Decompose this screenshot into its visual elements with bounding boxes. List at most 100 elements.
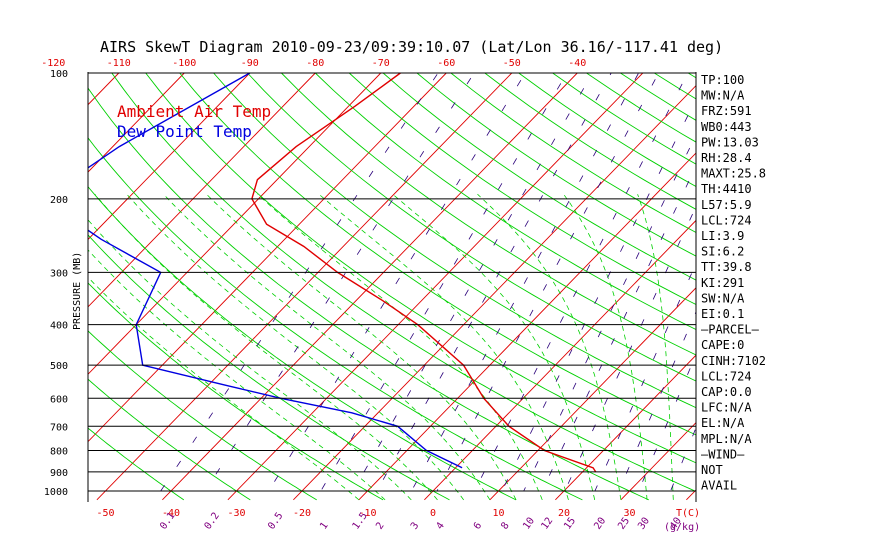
pressure-tick-label: 600 <box>50 394 68 405</box>
pressure-tick-label: 100 <box>50 69 68 80</box>
index-item: KI:291 <box>701 276 744 290</box>
mixing-ratio-tick: 30 <box>636 516 652 532</box>
bottom-temp-tick: 10 <box>492 508 504 519</box>
dry-adiabat <box>111 72 696 492</box>
top-temp-tick: -100 <box>172 58 196 69</box>
mixing-ratio-tick: 3 <box>409 520 421 531</box>
legend-dew-point-temp: Dew Point Temp <box>117 122 252 141</box>
plot-area <box>0 72 696 501</box>
bottom-temp-tick: -40 <box>162 508 180 519</box>
dry-adiabat <box>416 72 696 257</box>
index-item: SI:6.2 <box>701 245 744 259</box>
moist-adiabat <box>392 193 596 500</box>
index-item: TT:39.8 <box>701 260 752 274</box>
top-temp-ticks: -120 -110 -100 -90 -80 -70 -60 -50 -40 <box>41 58 586 69</box>
moist-adiabat <box>257 193 543 501</box>
isotherm-line <box>555 354 696 501</box>
dry-adiabat <box>145 72 696 464</box>
top-temp-tick: -70 <box>372 58 390 69</box>
chart-title: AIRS SkewT Diagram 2010-09-23/09:39:10.0… <box>100 38 723 56</box>
top-temp-tick: -110 <box>107 58 131 69</box>
top-temp-tick: -60 <box>437 58 455 69</box>
isotherm-line <box>96 72 513 501</box>
index-item: LCL:724 <box>701 369 752 383</box>
index-item: —WIND— <box>701 447 745 461</box>
index-item: LI:3.9 <box>701 229 744 243</box>
moist-adiabat <box>94 193 438 501</box>
moist-adiabat <box>206 193 517 501</box>
moist-adiabat <box>637 194 674 500</box>
top-temp-tick: -90 <box>241 58 259 69</box>
isotherm-lines <box>0 72 696 501</box>
index-item: RH:28.4 <box>701 151 752 165</box>
index-item: —PARCEL— <box>701 323 760 337</box>
pressure-tick-label: 300 <box>50 268 68 279</box>
index-item: FRZ:591 <box>701 104 752 118</box>
index-item: EL:N/A <box>701 416 745 430</box>
mixing-ratio-tick: 0.2 <box>203 511 222 532</box>
isotherm-line <box>88 72 382 375</box>
mixing-ratio-unit-label: (g/kg) <box>664 522 700 533</box>
mixing-ratio-line <box>523 134 696 492</box>
index-item: CAPE:0 <box>701 338 744 352</box>
dry-adiabat <box>348 72 696 306</box>
legend-ambient-air-temp: Ambient Air Temp <box>117 102 271 121</box>
dry-adiabat <box>281 72 696 356</box>
index-item: CINH:7102 <box>701 354 766 368</box>
moist-adiabat <box>88 276 360 501</box>
dry-adiabat <box>179 72 696 436</box>
bottom-temp-tick: 30 <box>623 508 635 519</box>
mixing-ratio-lines <box>160 72 696 492</box>
top-temp-tick: -80 <box>306 58 324 69</box>
moist-adiabat <box>563 193 648 500</box>
mixing-ratio-line <box>474 72 689 492</box>
dry-adiabat <box>88 282 384 501</box>
isotherm-line <box>620 421 696 501</box>
dry-adiabat <box>88 186 517 501</box>
mixing-ratio-line <box>352 72 593 492</box>
index-item: MAXT:25.8 <box>701 167 766 181</box>
isotherm-line <box>88 72 316 308</box>
mixing-ratio-tick: 2 <box>374 520 386 531</box>
mixing-ratio-line <box>268 72 526 492</box>
moist-adiabat <box>126 193 465 501</box>
index-item: LCL:724 <box>701 213 752 227</box>
index-item: CAP:0.0 <box>701 385 752 399</box>
mixing-ratio-tick: 12 <box>539 516 555 532</box>
mixing-ratio-tick: 20 <box>592 516 608 532</box>
bottom-temp-tick: -10 <box>358 508 376 519</box>
index-item: MW:N/A <box>701 89 745 103</box>
index-item: PW:13.03 <box>701 135 759 149</box>
bottom-temp-tick: 20 <box>558 508 570 519</box>
dry-adiabat <box>247 72 696 382</box>
moist-adiabat <box>318 193 569 501</box>
moist-adiabat <box>88 249 386 501</box>
isotherm-line <box>489 287 696 501</box>
dry-adiabat <box>88 137 583 501</box>
mixing-ratio-line <box>411 72 639 492</box>
index-item: AVAIL <box>701 479 737 493</box>
isotherm-line <box>88 72 185 173</box>
dry-adiabat <box>88 330 317 501</box>
index-item: WB0:443 <box>701 120 752 134</box>
bottom-temp-tick: 0 <box>430 508 436 519</box>
dry-adiabat <box>88 427 185 501</box>
y-axis-label: PRESSURE (MB) <box>72 252 83 330</box>
bottom-temp-tick: -50 <box>96 508 114 519</box>
top-temp-tick: -40 <box>568 58 586 69</box>
isotherm-line <box>162 72 578 501</box>
bottom-temp-tick: -20 <box>293 508 311 519</box>
isotherm-line <box>0 73 53 500</box>
isotherm-line <box>424 219 696 501</box>
pressure-tick-label: 900 <box>50 468 68 479</box>
dry-adiabat <box>518 72 696 188</box>
isotherm-line <box>227 72 644 501</box>
dry-adiabat <box>382 72 696 281</box>
isobar-lines <box>87 72 697 502</box>
top-temp-tick: -50 <box>503 58 521 69</box>
pressure-tick-labels: 100 200 300 400 500 600 700 800 900 1000 <box>44 69 68 498</box>
bottom-temp-tick: -30 <box>227 508 245 519</box>
mixing-ratio-line <box>204 72 475 492</box>
